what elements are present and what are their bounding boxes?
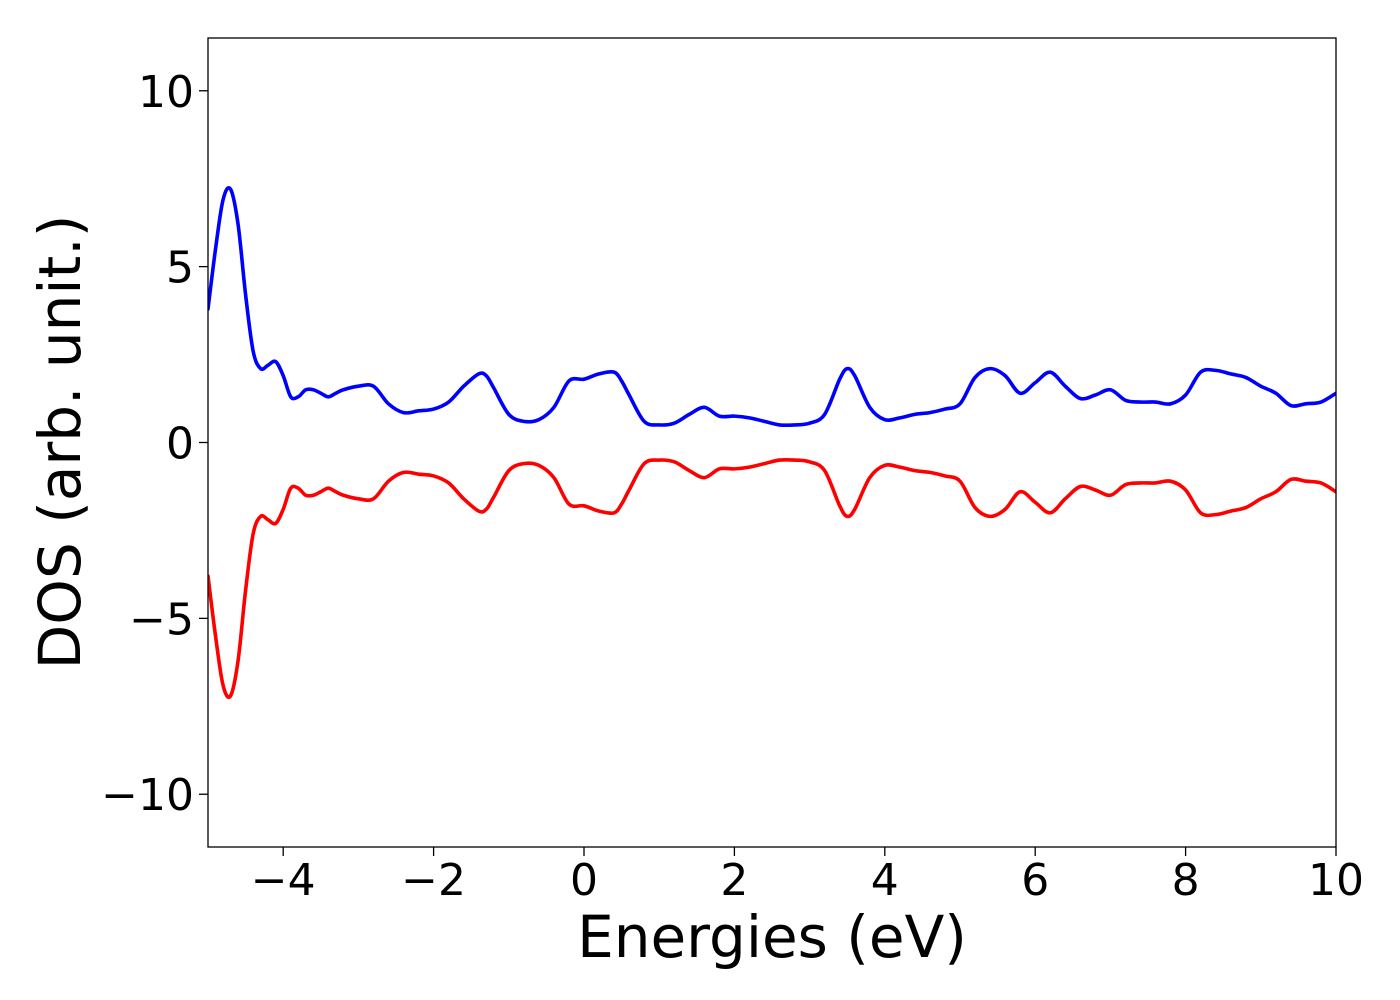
- y-tick-label: −5: [129, 594, 194, 645]
- x-tick-label: −4: [251, 855, 316, 906]
- x-tick-label: 0: [570, 855, 598, 906]
- y-axis-label: DOS (arb. unit.): [26, 215, 94, 670]
- x-tick-label: 10: [1308, 855, 1364, 906]
- y-tick-label: 10: [138, 67, 194, 118]
- x-tick-label: 6: [1021, 855, 1049, 906]
- y-tick-label: 0: [166, 419, 194, 470]
- x-tick-label: 4: [871, 855, 899, 906]
- series-line-1: [208, 185, 1336, 428]
- y-tick-label: −10: [101, 770, 194, 821]
- plot-background: [208, 38, 1336, 847]
- y-tick-label: 5: [166, 243, 194, 294]
- x-tick-label: −2: [401, 855, 466, 906]
- x-axis-label: Energies (eV): [577, 903, 967, 971]
- series-line-2: [208, 457, 1336, 700]
- x-tick-label: 8: [1172, 855, 1200, 906]
- x-tick-label: 2: [720, 855, 748, 906]
